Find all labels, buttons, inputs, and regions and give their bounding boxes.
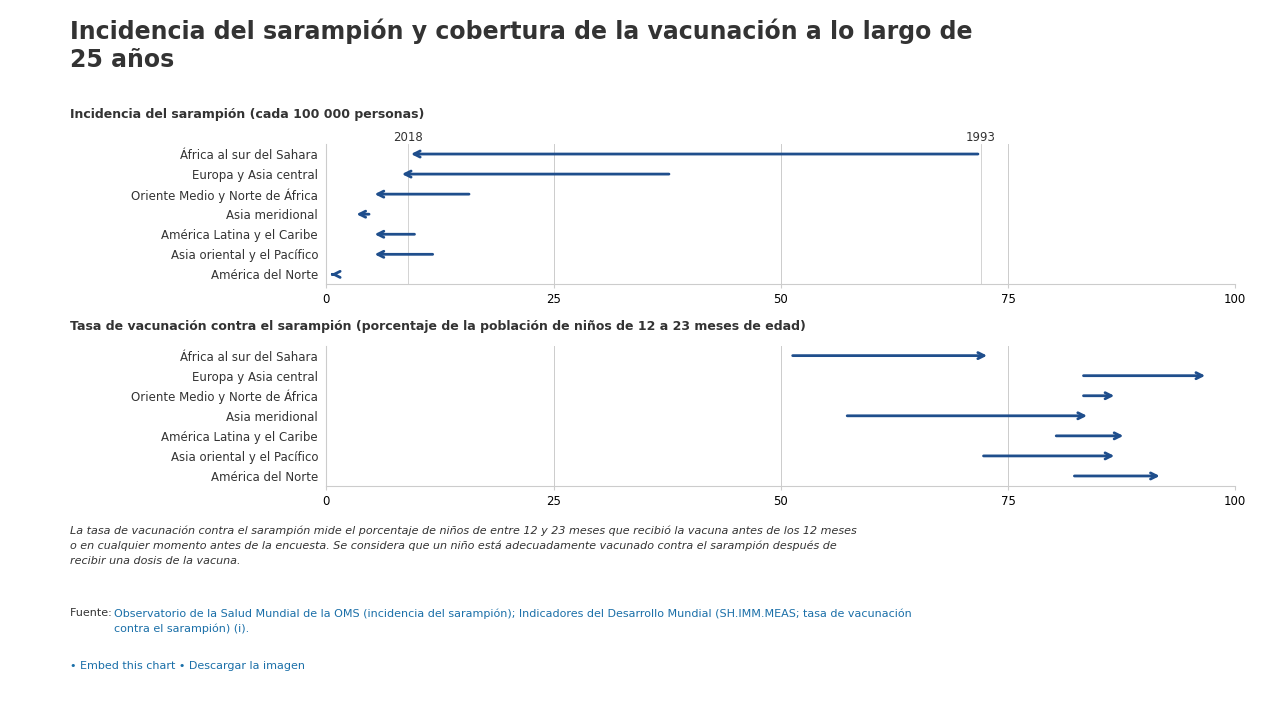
Text: Incidencia del sarampión (cada 100 000 personas): Incidencia del sarampión (cada 100 000 p…: [70, 108, 425, 121]
Text: La tasa de vacunación contra el sarampión mide el porcentaje de niños de entre 1: La tasa de vacunación contra el sarampió…: [70, 526, 858, 566]
Text: Fuente:: Fuente:: [70, 608, 115, 618]
Text: Tasa de vacunación contra el sarampión (porcentaje de la población de niños de 1: Tasa de vacunación contra el sarampión (…: [70, 320, 806, 333]
Text: 2018: 2018: [393, 131, 424, 144]
Text: Observatorio de la Salud Mundial de la OMS (incidencia del sarampión); Indicador: Observatorio de la Salud Mundial de la O…: [114, 608, 911, 634]
Text: 1993: 1993: [966, 131, 996, 144]
Text: Incidencia del sarampión y cobertura de la vacunación a lo largo de
25 años: Incidencia del sarampión y cobertura de …: [70, 18, 973, 72]
Text: • Embed this chart • Descargar la imagen: • Embed this chart • Descargar la imagen: [70, 662, 306, 671]
